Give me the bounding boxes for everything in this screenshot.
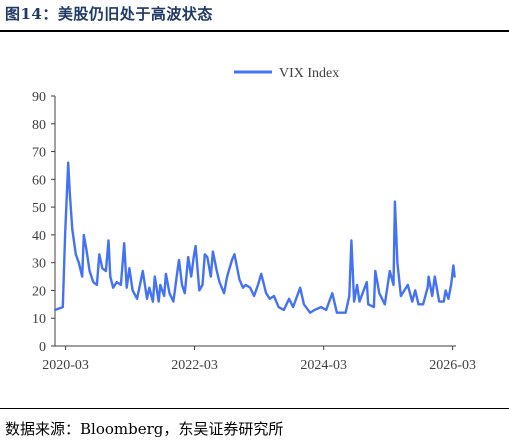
plot-area [54,161,456,314]
x-tick-label: 2026-03 [429,358,476,372]
y-tick-label: 20 [32,284,46,299]
x-tick-label: 2020-03 [42,358,89,372]
series-line-vix [54,161,456,314]
y-tick-label: 40 [32,229,46,244]
y-tick-label: 10 [32,312,46,327]
x-axis: 2020-03 2022-03 2024-03 2026-03 [42,345,476,372]
figure-title: 图14：美股仍旧处于高波状态 [5,5,213,23]
y-tick-label: 80 [32,118,46,133]
legend-label: VIX Index [279,66,339,81]
chart-legend: VIX Index [234,66,339,81]
source-note: 数据来源：Bloomberg，东吴证券研究所 [5,420,284,438]
y-tick-label: 60 [32,173,46,188]
x-tick-label: 2022-03 [171,358,218,372]
y-tick-label: 0 [39,340,46,355]
x-tick-label: 2024-03 [300,358,347,372]
title-rule [0,30,509,32]
y-tick-label: 90 [32,90,46,105]
source-rule [0,408,509,409]
y-tick-label: 50 [32,201,46,216]
y-axis: 0 10 20 30 40 50 60 70 80 90 [32,90,56,355]
y-tick-label: 70 [32,146,46,161]
y-tick-label: 30 [32,257,46,272]
